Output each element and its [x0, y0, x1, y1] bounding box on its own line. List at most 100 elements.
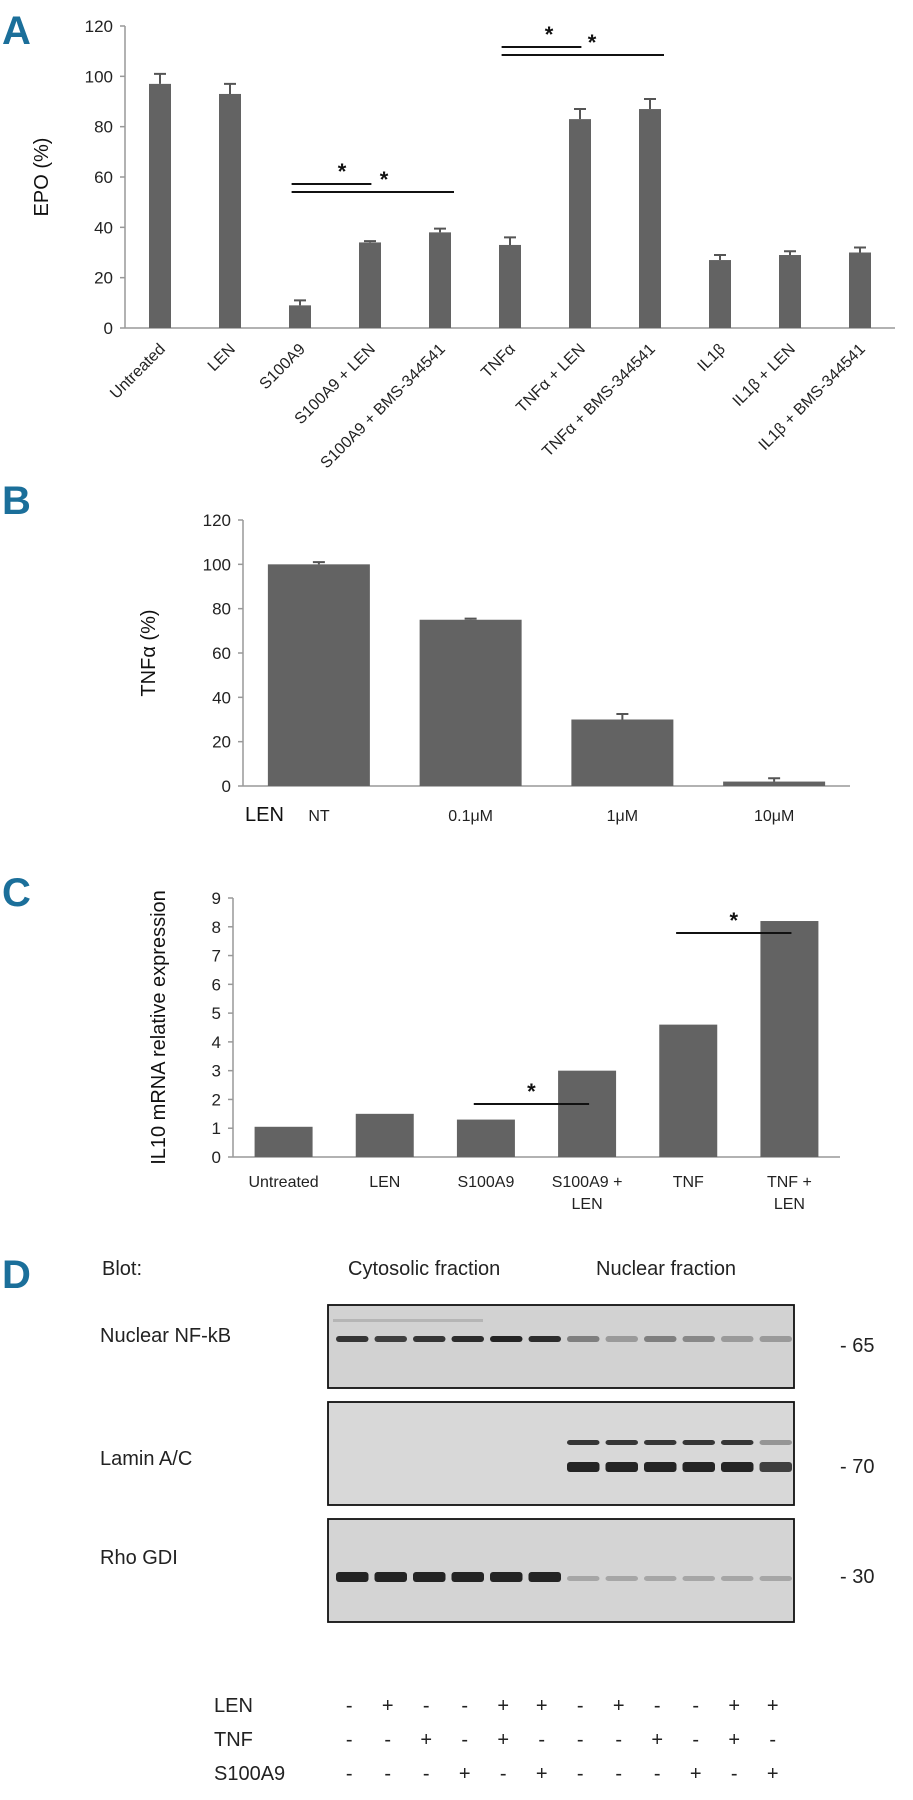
treatment-sign-tnf-3: - — [461, 1729, 468, 1751]
category-label: TNFα + BMS-344541 — [539, 341, 659, 461]
blot-band-rhogdi — [682, 1576, 715, 1581]
treatment-sign-len-10: + — [728, 1695, 740, 1717]
blot-band-rhogdi — [528, 1572, 561, 1582]
panel-letter-c: C — [2, 871, 31, 915]
treatment-sign-s100a9-0: - — [346, 1763, 353, 1785]
y-tick-label: 2 — [212, 1090, 221, 1109]
y-tick-label: 20 — [212, 733, 231, 752]
error-bar-a-1 — [224, 82, 236, 94]
blot-band-lamin-lower — [759, 1462, 792, 1472]
bar-b-2 — [571, 719, 674, 786]
chart-b-tnfa: 0 20 40 60 80 100 120 TNFα (%) NT 0.1μM 1μM 10μM LEN — [138, 511, 850, 826]
y-tick-label: 120 — [85, 17, 113, 36]
treatment-sign-len-1: + — [382, 1695, 394, 1717]
category-label: S100A9 + BMS-344541 — [318, 341, 449, 472]
bar-b-3 — [723, 781, 826, 786]
significance-star-c-0: * — [527, 1079, 536, 1104]
error-bar-b-0 — [312, 561, 325, 565]
error-bar-a-2 — [294, 299, 306, 306]
treatment-sign-s100a9-9: + — [690, 1763, 702, 1785]
y-tick-label: 60 — [212, 644, 231, 663]
category-label: NT — [308, 808, 330, 825]
treatment-sign-tnf-2: + — [420, 1729, 432, 1751]
error-bar-a-6 — [574, 108, 586, 120]
blot-band-nfkb — [567, 1336, 600, 1342]
blot-band-rhogdi — [721, 1576, 754, 1581]
treatment-sign-len-3: - — [461, 1695, 468, 1717]
blot-band-nfkb — [374, 1336, 407, 1342]
bar-a-3 — [359, 242, 381, 328]
bar-a-5 — [499, 244, 521, 328]
category-label: TNF + LEN — [767, 1174, 812, 1213]
blot-band-rhogdi — [759, 1576, 792, 1581]
blot-band-lamin-upper — [721, 1440, 754, 1445]
y-tick-label: 9 — [212, 889, 221, 908]
category-label: 0.1μM — [448, 808, 493, 825]
treatment-sign-len-5: + — [536, 1695, 548, 1717]
y-tick-label: 0 — [212, 1148, 221, 1167]
blot-band-nfkb — [759, 1336, 792, 1342]
treatment-sign-tnf-0: - — [346, 1729, 353, 1751]
bar-c-2 — [456, 1119, 515, 1157]
y-tick-label: 0 — [222, 777, 231, 796]
significance-star-a-3: * — [588, 30, 597, 55]
blot-band-lamin-lower — [605, 1462, 638, 1472]
blot-band-lamin-lower — [721, 1462, 754, 1472]
error-bar-b-2 — [616, 712, 629, 720]
blot-band-nfkb — [528, 1336, 561, 1342]
x-axis-label: LEN — [245, 804, 284, 826]
treatment-sign-tnf-5: - — [538, 1729, 545, 1751]
y-tick-label: 1 — [212, 1119, 221, 1138]
treatment-sign-tnf-1: - — [384, 1729, 391, 1751]
panel-letter-b: B — [2, 479, 31, 523]
error-bar-b-1 — [464, 617, 477, 620]
category-label: Untreated — [248, 1174, 318, 1191]
bar-a-0 — [149, 83, 171, 328]
category-label: TNF — [673, 1174, 704, 1191]
bar-a-6 — [569, 119, 591, 328]
bar-a-1 — [219, 93, 241, 328]
mw-marker-70: - 70 — [840, 1456, 874, 1478]
error-bar-a-7 — [644, 97, 656, 110]
y-tick-label: 40 — [94, 218, 113, 237]
significance-star-c-1: * — [729, 908, 738, 933]
y-tick-label: 100 — [203, 555, 231, 574]
blot-band-nfkb — [413, 1336, 446, 1342]
blot-band-nfkb — [451, 1336, 484, 1342]
category-label: 1μM — [607, 808, 638, 825]
category-label: LEN — [205, 341, 239, 375]
bar-a-8 — [709, 260, 731, 328]
blot-band-lamin-lower — [567, 1462, 600, 1472]
treatment-sign-s100a9-1: - — [384, 1763, 391, 1785]
bar-a-9 — [779, 255, 801, 328]
y-tick-label: 80 — [94, 118, 113, 137]
error-bar-a-10 — [854, 246, 866, 253]
blot-band-lamin-upper — [682, 1440, 715, 1445]
blot-band-nfkb — [721, 1336, 754, 1342]
error-bar-a-9 — [784, 250, 796, 256]
blot-row-label-rhogdi: Rho GDI — [100, 1547, 178, 1569]
blot-band-rhogdi — [567, 1576, 600, 1581]
blot-band-rhogdi — [644, 1576, 677, 1581]
bar-a-2 — [289, 305, 311, 328]
blot-band-lamin-upper — [644, 1440, 677, 1445]
treatment-sign-tnf-8: + — [651, 1729, 663, 1751]
category-label: LEN — [369, 1174, 400, 1191]
blot-band-lamin-lower — [644, 1462, 677, 1472]
error-bar-a-3 — [364, 240, 376, 243]
treatment-label-s100a9: S100A9 — [214, 1763, 285, 1785]
blot-band-lamin-lower — [682, 1462, 715, 1472]
treatment-sign-len-6: - — [577, 1695, 584, 1717]
treatment-sign-s100a9-4: - — [500, 1763, 507, 1785]
significance-star-a-1: * — [380, 167, 389, 192]
bar-a-4 — [429, 232, 451, 328]
blot-band-rhogdi — [374, 1572, 407, 1582]
treatment-sign-tnf-9: - — [692, 1729, 699, 1751]
y-tick-label: 7 — [212, 947, 221, 966]
treatment-sign-tnf-11: - — [769, 1729, 776, 1751]
blot-band-nfkb — [490, 1336, 523, 1342]
significance-star-a-2: * — [545, 22, 554, 47]
panel-letter-a: A — [2, 9, 31, 53]
category-label: Untreated — [107, 341, 169, 403]
